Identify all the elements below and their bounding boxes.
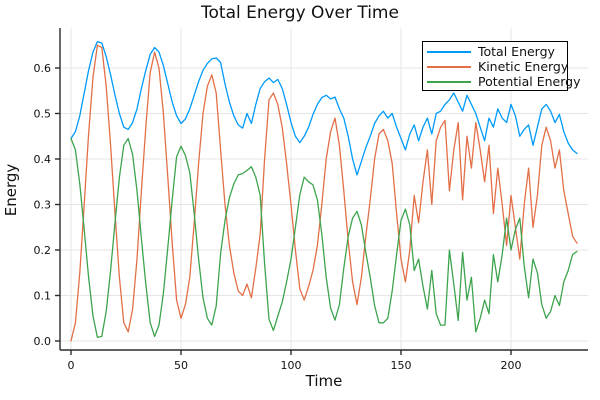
y-tick-label: 0.3 xyxy=(34,199,52,212)
y-tick-label: 0.4 xyxy=(34,153,52,166)
x-axis-label: Time xyxy=(305,372,343,390)
y-tick-label: 0.5 xyxy=(34,108,52,121)
legend: Total Energy Kinetic Energy Potential Ener… xyxy=(422,41,581,91)
y-tick-label: 0.6 xyxy=(34,62,52,75)
legend-line-swatch xyxy=(427,50,471,53)
legend-entry: Total Energy xyxy=(427,44,563,59)
legend-entry: Potential Energy xyxy=(427,74,581,89)
y-axis-label: Energy xyxy=(2,163,20,217)
legend-label: Total Energy xyxy=(478,44,555,59)
legend-label: Kinetic Energy xyxy=(478,59,569,74)
x-tick-label: 0 xyxy=(68,359,75,372)
x-tick-label: 50 xyxy=(174,359,188,372)
y-tick-label: 0.1 xyxy=(34,290,52,303)
series-line-kinetic-energy xyxy=(70,44,578,342)
x-tick-label: 100 xyxy=(281,359,302,372)
x-tick-label: 150 xyxy=(391,359,412,372)
legend-line-swatch xyxy=(427,80,471,83)
legend-entry: Kinetic Energy xyxy=(427,59,568,74)
chart-title: Total Energy Over Time xyxy=(201,3,399,23)
legend-line-swatch xyxy=(427,65,471,68)
series-line-total-energy xyxy=(70,40,578,176)
y-tick-label: 0.2 xyxy=(34,244,52,257)
x-tick-label: 200 xyxy=(501,359,522,372)
y-tick-label: 0.0 xyxy=(34,335,52,348)
series-line-potential-energy xyxy=(70,137,578,339)
legend-label: Potential Energy xyxy=(478,74,581,89)
